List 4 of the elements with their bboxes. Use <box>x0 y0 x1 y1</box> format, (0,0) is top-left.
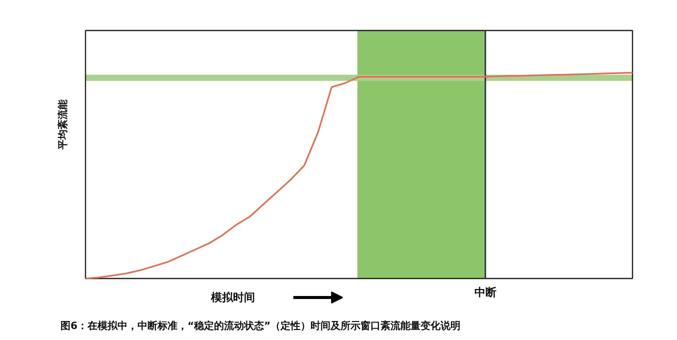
caption: 图6：在模拟中，中断标准，“稳定的流动状态”（定性）时间及所示窗口紊流能量变化说明 <box>60 320 461 332</box>
y-axis-title: 平均紊流能 <box>57 98 69 151</box>
text: 中断 <box>474 286 496 299</box>
x-axis-title: 模拟时间 <box>210 291 256 304</box>
